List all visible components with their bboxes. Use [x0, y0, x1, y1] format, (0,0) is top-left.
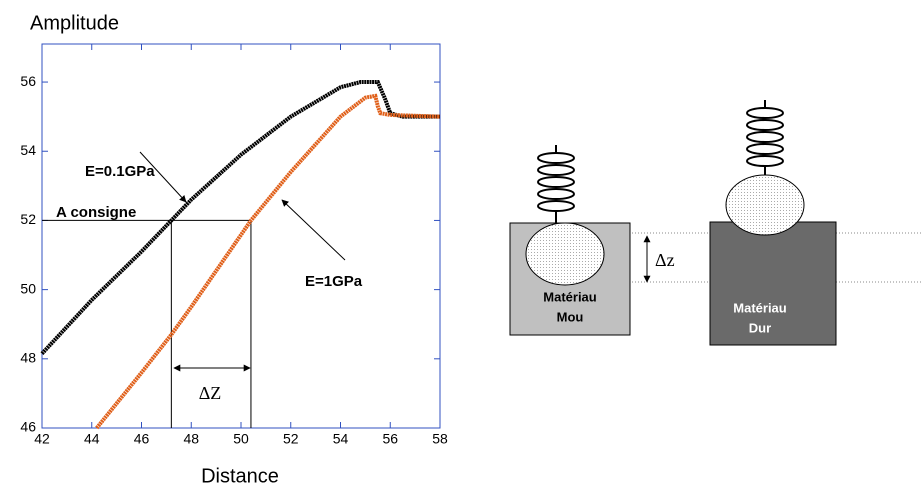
block-label: Matériau	[543, 289, 597, 304]
x-tick-label: 56	[382, 431, 398, 447]
block-label: Matériau	[733, 300, 787, 315]
y-tick-label: 54	[20, 142, 36, 158]
x-axis-label: Distance	[201, 465, 279, 487]
x-tick-label: 54	[333, 431, 349, 447]
series-line	[40, 80, 440, 355]
y-tick-label: 50	[20, 280, 36, 296]
dz-label: Δz	[655, 250, 675, 270]
ball	[525, 222, 605, 286]
arrow	[139, 151, 187, 203]
diagram: Δz Matériau Mou Matériau Dur	[509, 100, 923, 346]
y-tick-label: 46	[20, 419, 36, 435]
spring	[537, 100, 784, 225]
legend-label: E=1GPa	[305, 273, 363, 290]
annotation: A consigne	[56, 204, 136, 221]
series-line	[95, 93, 441, 430]
x-tick-label: 58	[432, 431, 448, 447]
x-tick-label: 46	[134, 431, 150, 447]
block-label: Mou	[557, 309, 584, 324]
block-label: Dur	[749, 320, 771, 335]
ball	[725, 174, 805, 236]
legend-label: E=0.1GPa	[85, 163, 155, 180]
y-tick-label: 48	[20, 350, 36, 366]
hard-block	[709, 221, 837, 346]
y-tick-label: 56	[20, 73, 36, 89]
y-axis-label: Amplitude	[30, 12, 119, 34]
x-tick-label: 50	[233, 431, 249, 447]
annotation: ΔZ	[199, 383, 222, 403]
x-tick-label: 44	[84, 431, 100, 447]
x-tick-label: 48	[183, 431, 199, 447]
y-tick-label: 52	[20, 211, 36, 227]
x-tick-label: 52	[283, 431, 299, 447]
arrow	[281, 199, 346, 261]
x-tick-label: 42	[34, 431, 50, 447]
